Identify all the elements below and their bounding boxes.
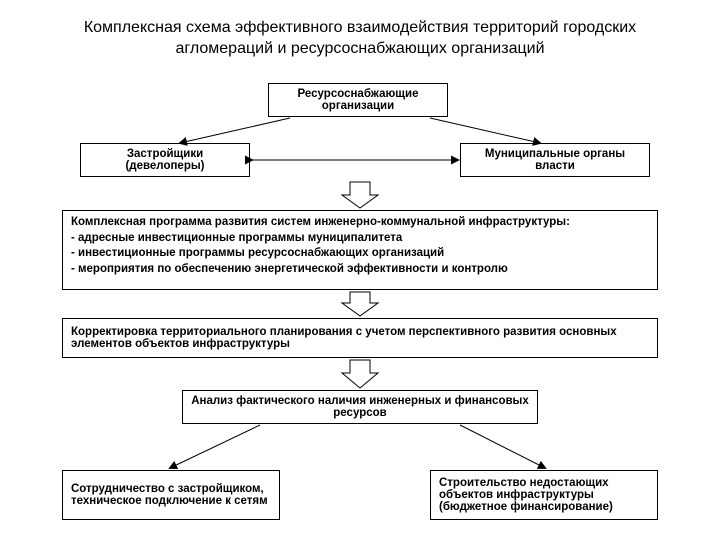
node-developers: Застройщики (девелоперы) xyxy=(80,143,250,177)
program-line-4: - мероприятия по обеспечению энергетичес… xyxy=(71,262,508,278)
program-line-3: - инвестиционные программы ресурсоснабжа… xyxy=(71,246,444,262)
node-municipal: Муниципальные органы власти xyxy=(460,143,650,177)
page-title: Комплексная схема эффективного взаимодей… xyxy=(50,18,670,60)
node-planning: Корректировка территориального планирова… xyxy=(62,318,658,358)
program-line-2: - адресные инвестиционные программы муни… xyxy=(71,231,402,247)
program-line-1: Комплексная программа развития систем ин… xyxy=(71,215,570,231)
node-cooperation: Сотрудничество с застройщиком, техническ… xyxy=(62,470,280,520)
node-resource-orgs: Ресурсоснабжающие организации xyxy=(268,83,448,117)
node-program: Комплексная программа развития систем ин… xyxy=(62,210,658,290)
node-construction: Строительство недостающих объектов инфра… xyxy=(430,470,658,520)
node-analysis: Анализ фактического наличия инженерных и… xyxy=(182,390,538,424)
